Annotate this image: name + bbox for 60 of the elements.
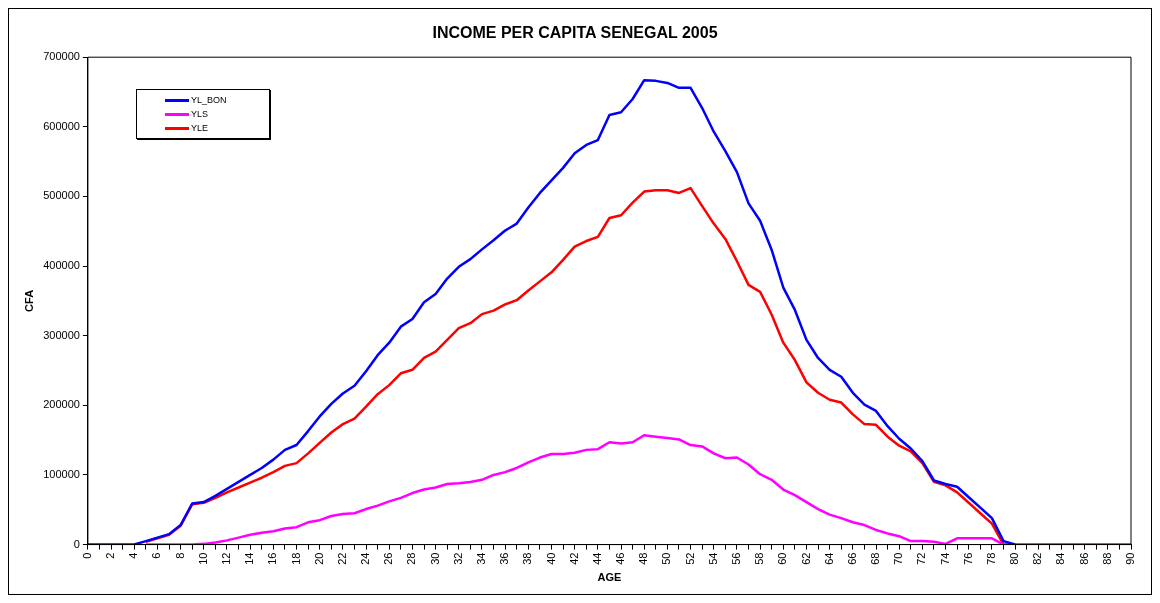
legend-label: YL_BON [190,95,227,106]
x-tick-label: 4 [127,552,140,559]
x-tick-label: 42 [567,552,580,565]
x-tick-label: 50 [660,552,673,565]
x-tick-label: 78 [984,552,997,565]
x-tick-label: 20 [312,552,325,565]
x-tick-label: 60 [776,552,789,565]
y-axis-title: CFA [22,289,35,312]
x-axis-title: AGE [597,571,622,584]
chart-title: INCOME PER CAPITA SENEGAL 2005 [432,24,718,42]
x-tick-label: 86 [1077,552,1090,565]
x-tick-label: 56 [729,552,742,565]
x-tick-label: 38 [521,552,534,565]
x-tick-label: 16 [266,552,279,565]
x-tick-label: 74 [938,552,951,565]
y-tick-label: 100000 [43,467,80,480]
x-tick-label: 18 [289,552,302,565]
x-tick-label: 62 [799,552,812,565]
x-tick-label: 28 [405,552,418,565]
x-tick-label: 64 [822,552,835,565]
x-tick-label: 12 [220,552,233,565]
x-tick-label: 14 [243,552,256,565]
y-tick-label: 0 [73,537,80,550]
y-tick-label: 600000 [43,119,80,132]
x-tick-label: 72 [915,552,928,565]
x-tick-label: 70 [892,552,905,565]
x-tick-label: 0 [80,552,93,559]
x-tick-label: 8 [173,552,186,559]
x-tick-label: 2 [104,552,117,559]
y-tick-label: 400000 [43,259,80,272]
y-tick-label: 200000 [43,398,80,411]
x-tick-label: 76 [961,552,974,565]
x-tick-label: 58 [753,552,766,565]
x-tick-label: 30 [428,552,441,565]
x-tick-label: 46 [614,552,627,565]
y-tick-label: 500000 [43,189,80,202]
x-tick-label: 66 [845,552,858,565]
legend-label: YLS [190,109,208,120]
x-tick-label: 52 [683,552,696,565]
x-tick-label: 80 [1008,552,1021,565]
x-tick-label: 90 [1124,552,1137,565]
x-tick-label: 32 [451,552,464,565]
y-tick-label: 700000 [43,50,80,63]
x-tick-label: 26 [382,552,395,565]
x-tick-label: 40 [544,552,557,565]
x-tick-label: 48 [637,552,650,565]
x-tick-label: 84 [1054,552,1067,565]
x-tick-label: 36 [498,552,511,565]
legend-label: YLE [190,123,208,134]
x-tick-label: 24 [359,552,372,565]
x-tick-label: 54 [706,552,719,565]
x-tick-label: 82 [1031,552,1044,565]
x-tick-label: 44 [590,552,603,565]
x-tick-label: 6 [150,552,163,559]
y-tick-label: 300000 [43,328,80,341]
x-tick-label: 68 [869,552,882,565]
x-tick-label: 10 [196,552,209,565]
x-tick-label: 34 [475,552,487,565]
x-tick-label: 22 [335,552,348,565]
x-tick-label: 88 [1100,552,1113,565]
